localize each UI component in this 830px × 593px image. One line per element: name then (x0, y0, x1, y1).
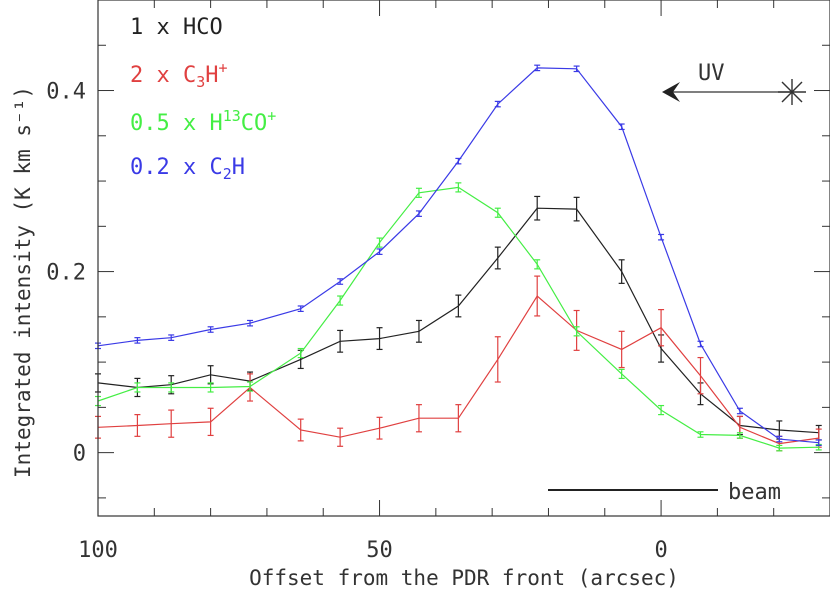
data-point (534, 259, 541, 270)
data-point (297, 347, 304, 359)
data-point (168, 409, 175, 438)
data-point (776, 435, 783, 443)
data-point (736, 432, 743, 439)
data-point (376, 248, 383, 255)
uv-arrow-head-icon (662, 82, 680, 102)
y-axis-label: Integrated intensity (K km s⁻¹) (11, 86, 35, 478)
x-axis-label: Offset from the PDR front (arcsec) (249, 566, 679, 590)
plot-frame (97, 0, 830, 517)
data-point (337, 278, 344, 285)
star-icon (778, 79, 806, 105)
x-tick-label: 50 (366, 538, 393, 563)
data-point (134, 337, 141, 344)
data-point (534, 64, 541, 72)
data-point (415, 404, 422, 433)
data-point (247, 381, 254, 392)
legend-item: 1 x HCO (130, 15, 223, 40)
series-0 (95, 195, 822, 441)
data-point (376, 327, 383, 351)
data-point (415, 210, 422, 217)
data-point (168, 334, 175, 341)
beam-annotation: beam (548, 480, 781, 505)
data-point (337, 295, 344, 306)
data-point (658, 233, 665, 241)
data-point (697, 431, 704, 438)
uv-annotation: UV (662, 61, 806, 105)
data-point (534, 275, 541, 317)
ticks-layer: 100 50 0 0 0.2 0.4 (46, 0, 830, 563)
data-point (247, 319, 254, 327)
data-point (494, 246, 501, 270)
data-point (658, 309, 665, 347)
legend-item: 0.5 x H13CO+ (130, 107, 276, 136)
data-point (168, 382, 175, 393)
data-point (297, 305, 304, 313)
data-point (207, 382, 214, 393)
data-point (573, 326, 580, 337)
data-point (618, 259, 625, 284)
data-point (494, 207, 501, 218)
series-layer (95, 64, 822, 452)
data-point (658, 404, 665, 416)
data-point (207, 326, 214, 333)
data-point (573, 196, 580, 222)
data-point (455, 157, 462, 165)
data-point (376, 237, 383, 248)
data-point (337, 329, 344, 353)
data-point (455, 182, 462, 193)
y-tick-label: 0.4 (46, 80, 86, 105)
series-1 (95, 275, 822, 452)
beam-label: beam (728, 480, 781, 505)
x-tick-label: 100 (78, 538, 118, 563)
data-point (376, 416, 383, 440)
legend: 1 x HCO 2 x C3H+ 0.5 x H13CO+ 0.2 x C2H (130, 15, 276, 183)
uv-label: UV (698, 61, 725, 86)
axes-layer (97, 0, 830, 517)
data-point (776, 444, 783, 452)
data-point (736, 407, 743, 415)
data-point (134, 414, 141, 437)
data-point (494, 336, 501, 383)
data-point (573, 65, 580, 73)
data-point (697, 356, 704, 395)
data-point (207, 407, 214, 437)
data-point (297, 418, 304, 442)
data-point (815, 439, 822, 446)
y-tick-label: 0.2 (46, 261, 86, 286)
data-point (618, 123, 625, 131)
data-point (697, 340, 704, 348)
data-point (415, 187, 422, 198)
series-line (97, 207, 819, 434)
data-point (337, 427, 344, 447)
data-point (618, 368, 625, 379)
legend-item: 2 x C3H+ (130, 59, 228, 91)
y-tick-label: 0 (73, 442, 86, 467)
data-point (455, 404, 462, 433)
x-tick-label: 0 (654, 538, 667, 563)
data-point (415, 319, 422, 343)
data-point (134, 382, 141, 393)
data-point (618, 330, 625, 369)
data-point (494, 100, 501, 108)
data-point (534, 195, 541, 221)
data-point (455, 294, 462, 318)
legend-item: 0.2 x C2H (130, 155, 245, 183)
